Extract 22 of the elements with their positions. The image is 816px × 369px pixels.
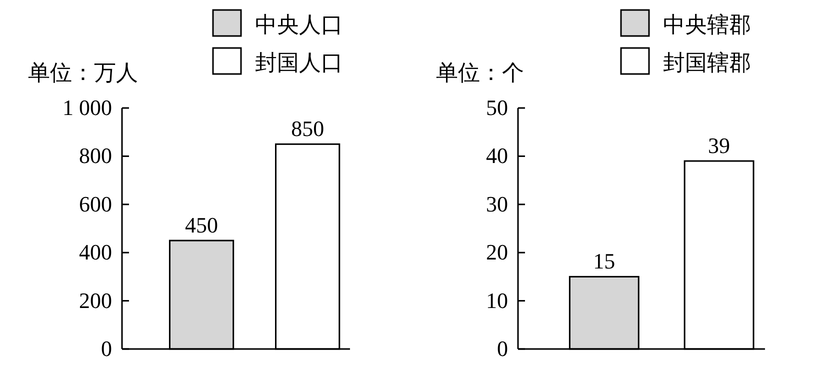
y-tick-label: 0 (101, 336, 112, 361)
y-axis-title: 单位：个 (436, 60, 524, 85)
y-tick-label: 40 (486, 143, 508, 168)
y-tick-label: 600 (79, 191, 112, 216)
y-tick-label: 200 (79, 288, 112, 313)
legend-label: 中央辖郡 (663, 12, 751, 37)
legend-label: 封国辖郡 (663, 50, 751, 75)
y-tick-label: 400 (79, 240, 112, 265)
y-tick-label: 10 (486, 288, 508, 313)
y-tick-label: 800 (79, 143, 112, 168)
y-axis-title: 单位：万人 (28, 60, 138, 85)
legend-label: 中央人口 (255, 12, 343, 37)
legend-label: 封国人口 (255, 50, 343, 75)
data-label: 450 (185, 212, 218, 238)
y-tick-label: 1 000 (62, 95, 112, 120)
y-tick-label: 0 (497, 336, 508, 361)
data-label: 15 (593, 248, 616, 274)
y-tick-label: 30 (486, 191, 508, 216)
data-label: 39 (708, 133, 730, 158)
data-label: 850 (291, 116, 324, 142)
y-tick-label: 50 (486, 95, 508, 120)
y-tick-label: 20 (486, 240, 508, 265)
